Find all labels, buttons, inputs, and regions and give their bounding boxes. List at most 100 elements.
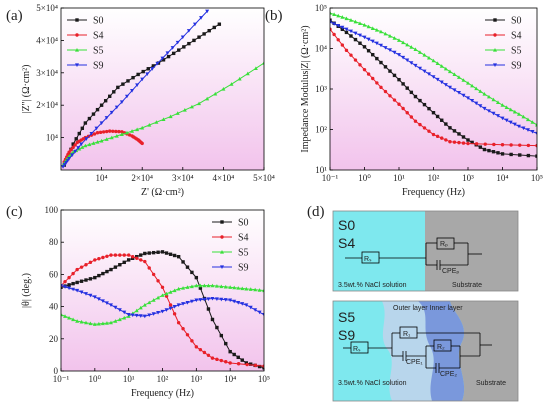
data-point [440,136,444,140]
r1-label: R₁ [403,331,411,338]
data-point [134,308,139,313]
data-point [180,35,185,40]
data-point [379,60,383,65]
data-point [75,280,79,285]
data-point [236,362,241,366]
data-point [245,71,250,76]
data-point [236,286,241,290]
data-point [151,272,156,277]
data-point [214,297,219,301]
data-point [422,102,427,107]
data-point [257,310,262,315]
data-point [75,319,80,323]
data-point [190,339,194,343]
data-point [366,49,371,53]
data-point [210,317,215,322]
data-point [240,358,244,362]
data-point [161,58,166,62]
data-point [358,63,362,67]
data-point [483,142,487,146]
data-point [138,305,143,310]
legend-entry: S5 [238,248,249,259]
data-point [392,73,397,78]
data-point [104,116,109,120]
data-point [147,313,152,318]
data-point [435,134,440,139]
data-point [374,41,379,46]
data-point [109,253,113,257]
data-point [215,357,219,362]
data-point [113,319,118,323]
data-point [187,41,191,46]
data-point [80,126,85,130]
data-point [135,83,140,87]
x-tick-label: 3×10⁴ [172,173,194,183]
legend-entry: S0 [238,218,249,229]
data-point [108,129,112,133]
data-point [89,131,94,136]
data-point [332,12,337,17]
y-tick-label: 5×10⁴ [36,3,58,13]
data-point [119,132,124,136]
series-group [61,250,264,370]
data-point [516,112,521,116]
data-point [65,159,70,163]
data-point [109,267,113,272]
data-point [76,146,81,150]
data-point [155,61,160,66]
x-tick-label: 10⁻¹ [322,173,339,183]
data-point [262,61,264,65]
data-point [378,29,383,34]
data-point [236,300,241,305]
data-point [495,114,500,118]
data-point [431,75,436,79]
data-point [482,147,487,152]
data-point [189,284,194,289]
y-tick-label: 60 [49,269,59,279]
legend-marker [493,63,497,67]
data-point [248,305,253,310]
data-point [98,130,103,135]
data-point [353,37,358,42]
data-point [332,22,337,26]
data-point [175,40,180,45]
bode-phase-chart: 10⁻¹ 10⁰ 10¹ 10² 10³ 10⁴ 10⁵ 0 20 40 60 80 100 Freque… [21,205,270,399]
data-point [262,313,264,317]
data-point [164,308,169,312]
data-point [114,105,119,110]
data-point [61,284,63,288]
legend-entry: S0 [511,16,522,27]
x-tick-label: 10³ [462,173,474,183]
data-point [431,110,436,115]
data-point [67,275,71,280]
data-point [440,118,444,122]
x-tick-label: 10⁵ [531,173,543,183]
x-tick-label: 10² [157,374,169,384]
data-point [413,63,418,68]
data-point [212,25,216,30]
data-point [96,321,101,326]
data-point [61,312,63,317]
series-group [330,11,537,158]
data-point [482,106,487,111]
data-point [236,355,240,360]
data-point [466,138,470,142]
data-point [366,72,371,76]
data-point [210,356,215,360]
data-point [228,285,233,289]
data-point [397,38,401,42]
y-tick-label: 40 [49,302,59,312]
legend: S0 S4 S5 S9 [485,16,522,72]
data-point [232,352,236,357]
data-point [104,301,109,305]
data-point [448,139,452,144]
data-point [370,39,375,44]
data-point [444,138,448,142]
data-point [175,111,180,115]
data-point [353,19,358,24]
x-tick-label: 2×10⁴ [131,173,153,183]
data-point [87,116,92,121]
data-point [135,256,139,260]
data-point [383,65,388,69]
data-point [500,116,505,121]
